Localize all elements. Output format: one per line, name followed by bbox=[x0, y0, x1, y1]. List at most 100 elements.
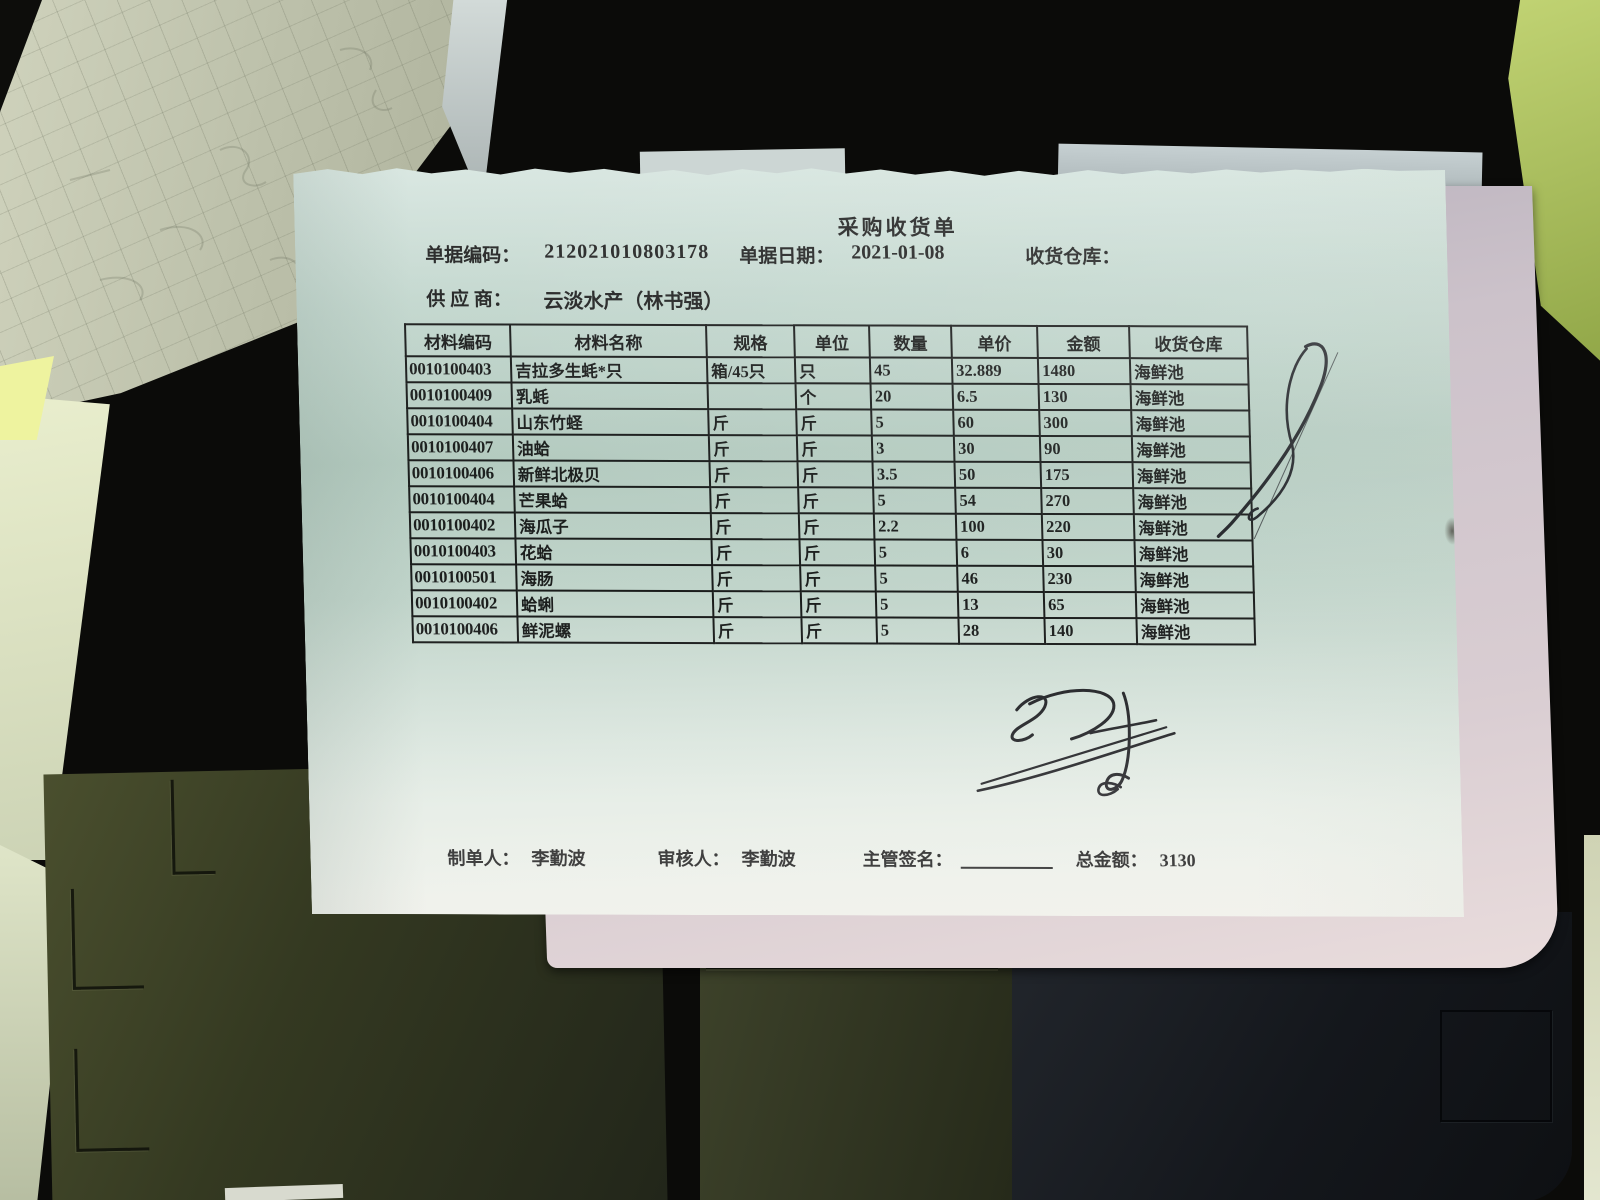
table-cell: 28 bbox=[958, 618, 1045, 644]
table-header-row: 材料编码 材料名称 规格 单位 数量 单价 金额 收货仓库 bbox=[405, 324, 1248, 358]
table-cell: 斤 bbox=[801, 617, 877, 643]
table-row: 0010100409 乳蚝个 20 6.5 130 海鲜池 bbox=[406, 382, 1249, 410]
maker-value: 李勤波 bbox=[531, 848, 586, 869]
table-cell: 3.5 bbox=[872, 461, 955, 487]
table-cell: 6 bbox=[956, 540, 1043, 566]
table-cell: 5 bbox=[874, 539, 957, 565]
supplier-label: 供 应 商： bbox=[426, 289, 513, 311]
table-cell: 2.2 bbox=[874, 513, 957, 539]
table-row: 0010100404 山东竹蛏斤斤 5 60 300 海鲜池 bbox=[407, 408, 1250, 436]
column-header: 材料编码 bbox=[405, 324, 511, 356]
table-row: 0010100407 油蛤斤斤 3 30 90 海鲜池 bbox=[408, 434, 1251, 462]
table-cell: 斤 bbox=[799, 513, 875, 539]
table-cell: 只 bbox=[795, 357, 871, 383]
table-cell: 0010100404 bbox=[409, 486, 515, 512]
doc-date-label: 单据日期： bbox=[739, 246, 835, 268]
table-cell: 0010100403 bbox=[406, 356, 512, 382]
table-cell: 0010100406 bbox=[408, 460, 514, 486]
embossed-l-mark bbox=[74, 1047, 150, 1152]
table-row: 0010100402 蛤蜊斤斤 5 13 65 海鲜池 bbox=[412, 590, 1255, 618]
reviewer-value: 李勤波 bbox=[741, 849, 796, 870]
table-row: 0010100403 吉拉多生蚝*只 箱/45只只 45 32.889 1480 海鲜池 bbox=[406, 356, 1249, 384]
table-cell: 140 bbox=[1044, 618, 1137, 644]
receipt-paper: 采购收货单 单据编码： 212021010803178 单据日期： 2021-0… bbox=[293, 166, 1464, 917]
table-cell: 斤 bbox=[798, 487, 874, 513]
table-cell: 海鲜池 bbox=[1136, 618, 1255, 644]
table-cell: 5 bbox=[876, 591, 959, 617]
table-row: 0010100501 海肠斤斤 5 46 230 海鲜池 bbox=[411, 564, 1254, 592]
table-cell: 0010100402 bbox=[410, 512, 516, 538]
table-cell bbox=[707, 383, 796, 409]
column-header: 材料名称 bbox=[510, 325, 707, 358]
page-title: 采购收货单 bbox=[837, 215, 958, 240]
table-cell: 0010100409 bbox=[406, 382, 512, 408]
table-cell: 斤 bbox=[801, 591, 877, 617]
table-cell: 175 bbox=[1040, 462, 1133, 488]
table-cell: 斤 bbox=[797, 435, 873, 461]
table-cell: 海肠 bbox=[516, 565, 713, 592]
maker-label: 制单人： bbox=[447, 848, 520, 869]
total-label: 总金额： bbox=[1075, 850, 1148, 871]
table-cell: 0010100501 bbox=[411, 564, 517, 590]
table-cell: 斤 bbox=[712, 565, 801, 591]
reviewer-field: 审核人： 李勤波 bbox=[657, 845, 796, 871]
table-cell: 54 bbox=[955, 488, 1042, 514]
table-cell: 0010100404 bbox=[407, 408, 513, 434]
supervisor-label: 主管签名： bbox=[862, 849, 953, 870]
table-cell: 芒果蛤 bbox=[514, 487, 711, 514]
total-value: 3130 bbox=[1159, 850, 1196, 871]
embossed-l-mark bbox=[170, 778, 216, 875]
table-cell: 220 bbox=[1042, 514, 1135, 540]
table-cell: 斤 bbox=[708, 409, 797, 435]
doc-code-value: 212021010803178 bbox=[543, 240, 710, 264]
table-cell: 45 bbox=[870, 357, 953, 383]
table-row: 0010100404 芒果蛤斤斤 5 54 270 海鲜池 bbox=[409, 486, 1252, 514]
table-cell: 蛤蜊 bbox=[517, 591, 714, 618]
supervisor-field: 主管签名： bbox=[862, 845, 1053, 871]
table-cell: 5 bbox=[873, 487, 956, 513]
table-cell: 5 bbox=[871, 409, 954, 435]
column-header: 金额 bbox=[1037, 326, 1130, 358]
table-cell: 0010100406 bbox=[412, 616, 518, 642]
table-cell: 斤 bbox=[711, 539, 800, 565]
signature-blank-line bbox=[961, 867, 1053, 869]
table-cell: 斤 bbox=[797, 461, 873, 487]
table-cell: 3 bbox=[872, 435, 955, 461]
table-cell: 新鲜北极贝 bbox=[513, 461, 710, 488]
table-cell: 1480 bbox=[1038, 358, 1131, 384]
table-cell: 32.889 bbox=[952, 358, 1039, 384]
column-header: 单位 bbox=[794, 325, 870, 357]
table-cell: 5 bbox=[876, 617, 959, 643]
table-cell: 13 bbox=[958, 592, 1045, 618]
desk-machine-center bbox=[700, 922, 1012, 1200]
table-cell: 斤 bbox=[713, 591, 802, 617]
warehouse-label: 收货仓库： bbox=[1025, 246, 1121, 269]
table-cell: 20 bbox=[871, 383, 954, 409]
table-cell: 130 bbox=[1039, 384, 1132, 410]
total-field: 总金额： 3130 bbox=[1075, 846, 1196, 872]
table-cell: 30 bbox=[954, 436, 1041, 462]
table-cell: 斤 bbox=[713, 617, 802, 643]
supplier-value: 云淡水产（林书强） bbox=[543, 290, 724, 314]
table-row: 0010100406 新鲜北极贝斤斤 3.5 50 175 海鲜池 bbox=[408, 460, 1251, 488]
table-cell: 斤 bbox=[796, 409, 872, 435]
column-header: 单价 bbox=[951, 326, 1038, 358]
table-cell: 6.5 bbox=[953, 384, 1040, 410]
table-cell: 50 bbox=[954, 462, 1041, 488]
table-cell: 吉拉多生蚝*只 bbox=[511, 357, 708, 384]
table-cell: 海鲜池 bbox=[1136, 592, 1255, 618]
table-cell: 5 bbox=[875, 565, 958, 591]
column-header: 规格 bbox=[706, 325, 795, 357]
table-cell: 箱/45只 bbox=[707, 357, 796, 383]
doc-date-value: 2021-01-08 bbox=[850, 241, 945, 264]
doc-code-label: 单据编码： bbox=[425, 245, 521, 267]
reviewer-label: 审核人： bbox=[657, 848, 730, 870]
table-cell: 乳蚝 bbox=[511, 383, 708, 410]
table-cell: 270 bbox=[1041, 488, 1134, 514]
table-cell: 230 bbox=[1043, 566, 1136, 592]
handwritten-signature-main bbox=[971, 680, 1194, 806]
table-cell: 斤 bbox=[800, 565, 876, 591]
table-cell: 65 bbox=[1044, 592, 1137, 618]
embossed-l-mark bbox=[70, 887, 144, 990]
